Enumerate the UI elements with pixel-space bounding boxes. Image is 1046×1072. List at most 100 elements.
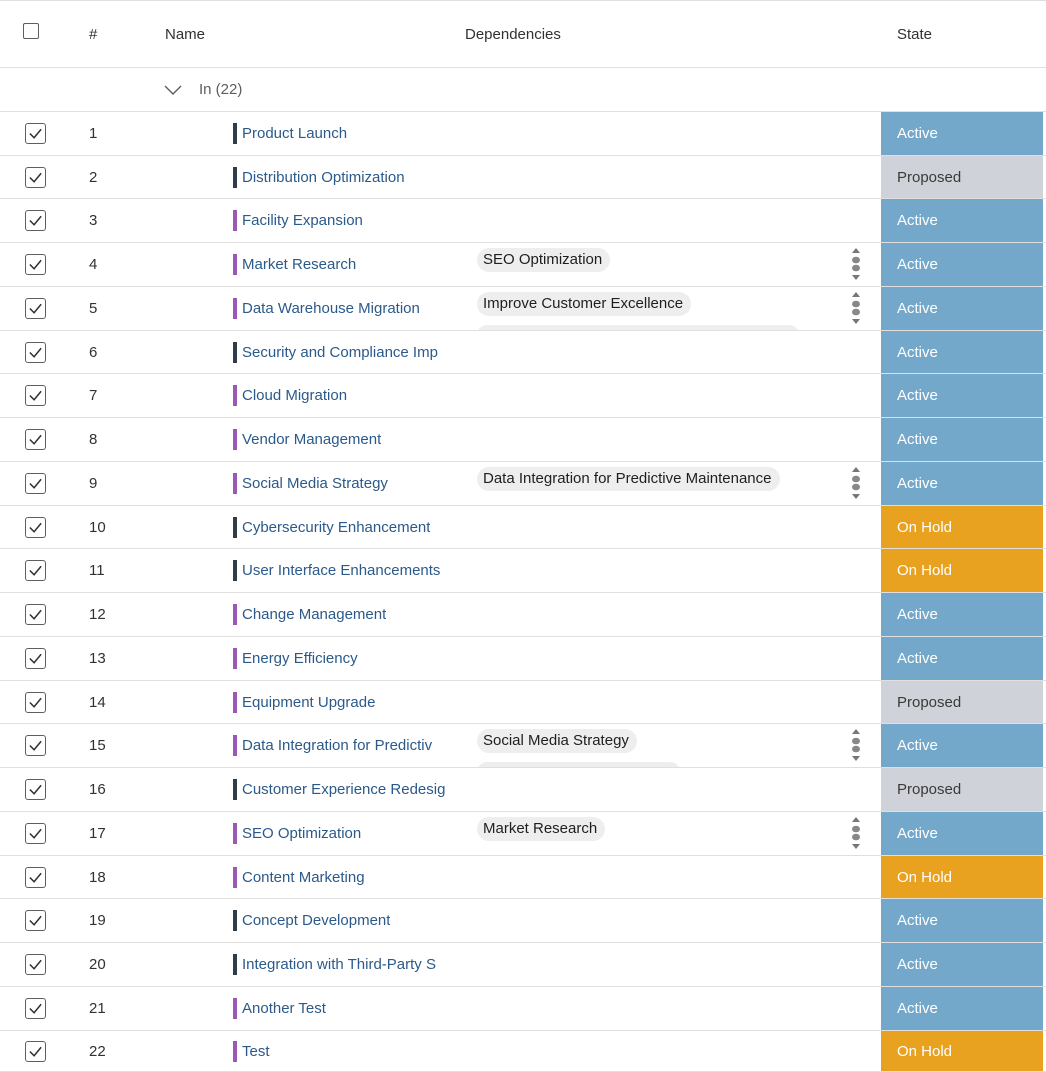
- dependency-scroll-icon[interactable]: [850, 291, 862, 325]
- dependency-tag[interactable]: Market Research: [477, 817, 606, 841]
- row-checkbox[interactable]: [25, 385, 46, 406]
- table-row[interactable]: 10 Cybersecurity Enhancement On Hold: [0, 506, 1046, 549]
- table-row[interactable]: 18 Content Marketing On Hold: [0, 856, 1046, 899]
- work-item-name-link[interactable]: Another Test: [242, 1000, 326, 1017]
- dependency-tag[interactable]: SEO Optimization: [477, 248, 611, 272]
- state-badge[interactable]: On Hold: [881, 1031, 1043, 1071]
- state-badge[interactable]: Active: [881, 199, 1043, 242]
- work-item-name-link[interactable]: Content Marketing: [242, 868, 365, 886]
- table-row[interactable]: 9 Social Media Strategy Data Integration f…: [0, 462, 1046, 506]
- row-checkbox[interactable]: [25, 604, 46, 625]
- table-row[interactable]: 22 Test On Hold: [0, 1031, 1046, 1072]
- chevron-down-icon[interactable]: [163, 82, 183, 98]
- table-row[interactable]: 3 Facility Expansion Active: [0, 199, 1046, 243]
- row-checkbox[interactable]: [25, 123, 46, 144]
- state-badge[interactable]: Active: [881, 462, 1043, 505]
- work-item-name-link[interactable]: Product Launch: [242, 125, 348, 142]
- table-row[interactable]: 15 Data Integration for Predictiv Social M…: [0, 724, 1046, 768]
- work-item-name-link[interactable]: Customer Experience Redesig: [242, 781, 446, 798]
- dependency-scroll-icon[interactable]: [850, 247, 862, 281]
- table-row[interactable]: 8 Vendor Management Active: [0, 418, 1046, 462]
- row-checkbox[interactable]: [25, 429, 46, 450]
- work-item-name-link[interactable]: Data Integration for Predictiv: [242, 737, 433, 754]
- table-row[interactable]: 13 Energy Efficiency Active: [0, 637, 1046, 681]
- state-badge[interactable]: Active: [881, 243, 1043, 286]
- state-badge[interactable]: Active: [881, 943, 1043, 986]
- work-item-name-link[interactable]: Equipment Upgrade: [242, 693, 376, 711]
- work-item-name-link[interactable]: Data Warehouse Migration: [242, 300, 420, 317]
- state-badge[interactable]: Active: [881, 374, 1043, 417]
- work-item-name-link[interactable]: Security and Compliance Imp: [242, 343, 438, 361]
- work-item-name-link[interactable]: Cybersecurity Enhancement: [242, 518, 431, 536]
- work-item-name-link[interactable]: Market Research: [242, 256, 357, 273]
- row-checkbox[interactable]: [25, 210, 46, 231]
- row-checkbox[interactable]: [25, 298, 46, 319]
- table-row[interactable]: 4 Market Research SEO Optimization Active: [0, 243, 1046, 287]
- table-row[interactable]: 5 Data Warehouse Migration Improve Custome…: [0, 287, 1046, 331]
- state-badge[interactable]: Active: [881, 637, 1043, 680]
- row-checkbox[interactable]: [25, 648, 46, 669]
- row-checkbox[interactable]: [25, 166, 46, 188]
- row-checkbox[interactable]: [25, 1040, 46, 1062]
- row-checkbox[interactable]: [25, 954, 46, 975]
- state-badge[interactable]: Active: [881, 724, 1043, 767]
- table-row[interactable]: 19 Concept Development Active: [0, 899, 1046, 943]
- dependency-scroll-icon[interactable]: [850, 728, 862, 762]
- row-checkbox[interactable]: [25, 473, 46, 494]
- state-badge[interactable]: Active: [881, 812, 1043, 855]
- table-row[interactable]: 16 Customer Experience Redesig Proposed: [0, 768, 1046, 812]
- work-item-name-link[interactable]: Integration with Third-Party S: [242, 956, 436, 973]
- row-checkbox[interactable]: [25, 823, 46, 844]
- work-item-name-link[interactable]: SEO Optimization: [242, 825, 362, 842]
- row-checkbox[interactable]: [25, 735, 46, 756]
- state-badge[interactable]: On Hold: [881, 549, 1043, 592]
- group-row[interactable]: In (22): [0, 68, 1046, 112]
- dependency-scroll-icon[interactable]: [850, 466, 862, 500]
- row-checkbox[interactable]: [25, 910, 46, 931]
- row-checkbox[interactable]: [25, 341, 46, 363]
- state-badge[interactable]: Active: [881, 418, 1043, 461]
- table-row[interactable]: 11 User Interface Enhancements On Hold: [0, 549, 1046, 593]
- table-row[interactable]: 2 Distribution Optimization Proposed: [0, 156, 1046, 199]
- header-name[interactable]: Name: [165, 25, 206, 43]
- row-checkbox[interactable]: [25, 254, 46, 275]
- state-badge[interactable]: Active: [881, 287, 1043, 330]
- table-row[interactable]: 6 Security and Compliance Imp Active: [0, 331, 1046, 374]
- table-row[interactable]: 7 Cloud Migration Active: [0, 374, 1046, 418]
- work-item-name-link[interactable]: Concept Development: [242, 912, 391, 929]
- dependency-tag[interactable]: Social Media Strategy: [477, 729, 637, 753]
- dependency-tag[interactable]: Data Integration for Predictive Maintena…: [477, 467, 780, 491]
- work-item-name-link[interactable]: Distribution Optimization: [242, 168, 405, 186]
- header-dependencies[interactable]: Dependencies: [465, 25, 561, 43]
- work-item-name-link[interactable]: Facility Expansion: [242, 212, 363, 229]
- state-badge[interactable]: Active: [881, 987, 1043, 1030]
- state-badge[interactable]: Proposed: [881, 156, 1043, 198]
- row-checkbox[interactable]: [25, 866, 46, 888]
- table-row[interactable]: 20 Integration with Third-Party S Active: [0, 943, 1046, 987]
- row-checkbox[interactable]: [25, 998, 46, 1019]
- state-badge[interactable]: Active: [881, 899, 1043, 942]
- work-item-name-link[interactable]: Change Management: [242, 606, 387, 623]
- work-item-name-link[interactable]: Energy Efficiency: [242, 650, 358, 667]
- table-row[interactable]: 1 Product Launch Active: [0, 112, 1046, 156]
- work-item-name-link[interactable]: Social Media Strategy: [242, 475, 388, 492]
- state-badge[interactable]: Proposed: [881, 681, 1043, 723]
- work-item-name-link[interactable]: Vendor Management: [242, 431, 382, 448]
- work-item-name-link[interactable]: Cloud Migration: [242, 387, 348, 404]
- state-badge[interactable]: Active: [881, 331, 1043, 373]
- dependency-tag[interactable]: Improve Customer Excellence: [477, 292, 692, 316]
- row-checkbox[interactable]: [25, 516, 46, 538]
- table-row[interactable]: 12 Change Management Active: [0, 593, 1046, 637]
- table-row[interactable]: 17 SEO Optimization Market Research Active: [0, 812, 1046, 856]
- header-state[interactable]: State: [897, 25, 933, 43]
- row-checkbox[interactable]: [25, 691, 46, 713]
- state-badge[interactable]: Active: [881, 112, 1043, 155]
- work-item-name-link[interactable]: User Interface Enhancements: [242, 562, 441, 579]
- work-item-name-link[interactable]: Test: [242, 1042, 270, 1060]
- dependency-scroll-icon[interactable]: [850, 816, 862, 850]
- state-badge[interactable]: Proposed: [881, 768, 1043, 811]
- header-number[interactable]: #: [89, 25, 98, 43]
- table-row[interactable]: 21 Another Test Active: [0, 987, 1046, 1031]
- state-badge[interactable]: Active: [881, 593, 1043, 636]
- table-row[interactable]: 14 Equipment Upgrade Proposed: [0, 681, 1046, 724]
